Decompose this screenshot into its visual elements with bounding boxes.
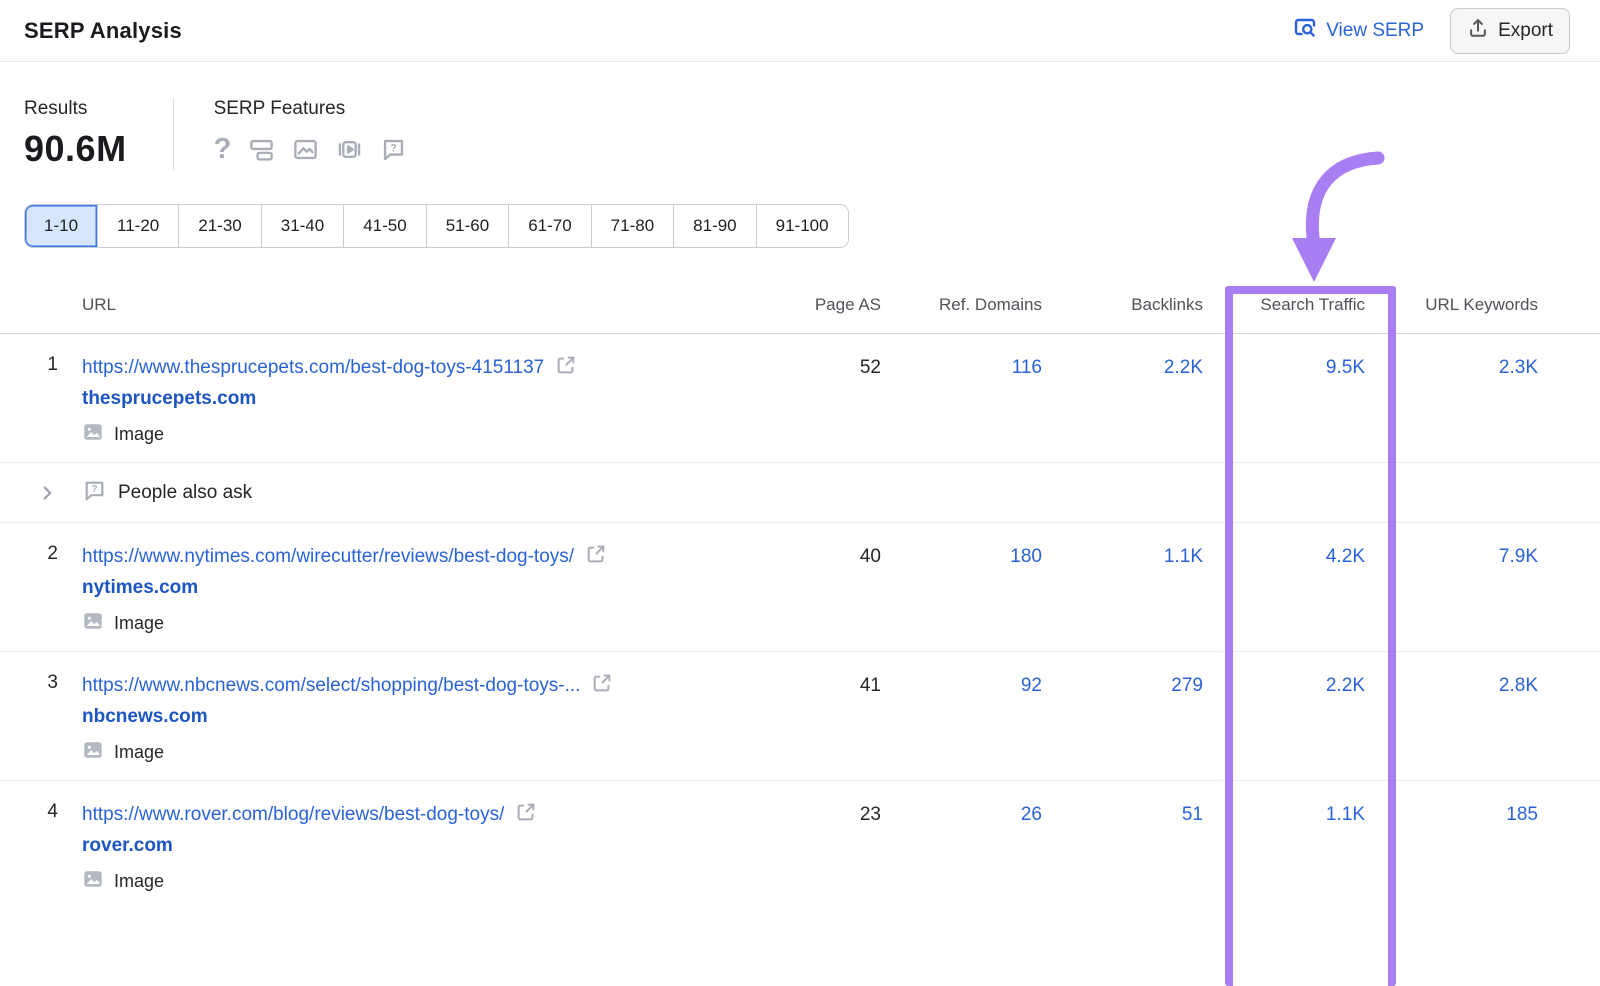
tab-91-100[interactable]: 91-100 — [755, 205, 848, 247]
view-serp-label: View SERP — [1326, 19, 1425, 41]
result-url-link[interactable]: https://www.rover.com/blog/reviews/best-… — [82, 803, 505, 825]
image-badge-label: Image — [114, 742, 165, 762]
page-as-value: 52 — [859, 357, 881, 378]
results-value: 90.6M — [24, 128, 127, 169]
tab-71-80[interactable]: 71-80 — [590, 205, 674, 247]
page-as-value: 41 — [859, 675, 881, 696]
tab-31-40[interactable]: 31-40 — [260, 205, 344, 247]
column-header-ref-domains: Ref. Domains — [939, 295, 1042, 314]
tab-41-50[interactable]: 41-50 — [343, 205, 426, 247]
people-also-ask-icon: ? — [380, 136, 407, 163]
svg-text:?: ? — [391, 142, 398, 154]
serp-position-tabs: 1-10 11-20 21-30 31-40 41-50 51-60 61-70… — [24, 204, 849, 248]
result-domain-link[interactable]: thesprucepets.com — [82, 388, 257, 409]
video-icon — [336, 136, 363, 163]
search-traffic-link[interactable]: 9.5K — [1325, 357, 1365, 378]
page-as-value: 23 — [859, 804, 881, 825]
column-header-backlinks: Backlinks — [1131, 295, 1203, 314]
backlinks-link[interactable]: 2.2K — [1163, 357, 1203, 378]
column-header-url: URL — [82, 295, 117, 314]
stats-section: Results 90.6M SERP Features ? — [24, 98, 1600, 170]
svg-text:?: ? — [91, 484, 97, 495]
ref-domains-link[interactable]: 92 — [1020, 675, 1042, 696]
people-also-ask-row[interactable]: ? People also ask — [0, 463, 1600, 523]
external-link-icon[interactable] — [591, 672, 613, 699]
image-badge-label: Image — [114, 613, 165, 633]
image-badge-icon — [82, 421, 104, 448]
export-label: Export — [1498, 19, 1553, 41]
position-number: 3 — [47, 672, 58, 693]
result-domain-link[interactable]: nbcnews.com — [82, 706, 208, 727]
tab-1-10[interactable]: 1-10 — [25, 205, 98, 247]
ref-domains-link[interactable]: 180 — [1010, 546, 1042, 567]
position-number: 1 — [47, 354, 58, 375]
result-url-link[interactable]: https://www.nbcnews.com/select/shopping/… — [82, 674, 581, 696]
results-label: Results — [24, 98, 88, 119]
url-keywords-link[interactable]: 2.8K — [1498, 675, 1538, 696]
top-bar-actions: View SERP Export — [1293, 7, 1570, 54]
table-row: 4 https://www.rover.com/blog/reviews/bes… — [0, 781, 1600, 909]
position-number: 4 — [47, 801, 58, 822]
image-badge-icon — [82, 868, 104, 895]
page-as-value: 40 — [859, 546, 881, 567]
tab-11-20[interactable]: 11-20 — [97, 205, 179, 247]
expand-chevron-icon[interactable] — [0, 482, 58, 504]
result-url-link[interactable]: https://www.thesprucepets.com/best-dog-t… — [82, 356, 545, 378]
question-icon: ? — [213, 133, 232, 165]
tab-21-30[interactable]: 21-30 — [178, 205, 261, 247]
backlinks-link[interactable]: 1.1K — [1163, 546, 1203, 567]
external-link-icon[interactable] — [585, 543, 607, 570]
image-badge-label: Image — [114, 871, 165, 891]
ref-domains-link[interactable]: 116 — [1011, 357, 1042, 378]
result-domain-link[interactable]: rover.com — [82, 835, 173, 856]
tab-81-90[interactable]: 81-90 — [673, 205, 756, 247]
search-traffic-link[interactable]: 4.2K — [1325, 546, 1365, 567]
image-badge-icon — [82, 739, 104, 766]
serp-features-icons: ? — [214, 134, 408, 164]
image-badge-icon — [82, 610, 104, 637]
table-row: 1 https://www.thesprucepets.com/best-dog… — [0, 334, 1600, 463]
external-link-icon[interactable] — [515, 801, 537, 828]
result-domain-link[interactable]: nytimes.com — [82, 577, 199, 598]
result-url-link[interactable]: https://www.nytimes.com/wirecutter/revie… — [82, 545, 575, 567]
serp-results-table: URL Page AS Ref. Domains Backlinks Searc… — [0, 248, 1600, 909]
view-serp-icon — [1293, 16, 1317, 46]
export-icon — [1467, 17, 1489, 45]
url-keywords-link[interactable]: 185 — [1506, 804, 1538, 825]
url-cell: https://www.rover.com/blog/reviews/best-… — [58, 801, 761, 895]
tab-51-60[interactable]: 51-60 — [425, 205, 509, 247]
url-keywords-link[interactable]: 2.3K — [1498, 357, 1538, 378]
tab-61-70[interactable]: 61-70 — [508, 205, 591, 247]
backlinks-link[interactable]: 51 — [1181, 804, 1203, 825]
serp-features-label: SERP Features — [213, 98, 346, 119]
url-keywords-link[interactable]: 7.9K — [1498, 546, 1538, 567]
column-header-page-as: Page AS — [814, 295, 881, 314]
table-row: 3 https://www.nbcnews.com/select/shoppin… — [0, 652, 1600, 781]
image-pack-icon — [292, 136, 319, 163]
image-badge-label: Image — [114, 424, 165, 444]
url-cell: https://www.nytimes.com/wirecutter/revie… — [58, 543, 761, 637]
view-serp-button[interactable]: View SERP — [1293, 16, 1424, 46]
people-also-ask-label: People also ask — [118, 481, 253, 503]
column-header-search-traffic: Search Traffic — [1260, 295, 1365, 314]
serp-features-stat: SERP Features ? — [174, 98, 408, 170]
ref-domains-link[interactable]: 26 — [1020, 804, 1042, 825]
top-bar: SERP Analysis View SERP Export — [0, 0, 1600, 62]
backlinks-link[interactable]: 279 — [1171, 675, 1203, 696]
people-also-ask-icon: ? — [82, 478, 107, 508]
external-link-icon[interactable] — [555, 354, 577, 381]
search-traffic-link[interactable]: 2.2K — [1325, 675, 1365, 696]
export-button[interactable]: Export — [1450, 7, 1570, 54]
page-title: SERP Analysis — [24, 17, 182, 43]
table-row: 2 https://www.nytimes.com/wirecutter/rev… — [0, 523, 1600, 652]
table-header-row: URL Page AS Ref. Domains Backlinks Searc… — [0, 248, 1600, 334]
results-stat: Results 90.6M — [24, 98, 174, 170]
search-traffic-link[interactable]: 1.1K — [1325, 804, 1365, 825]
position-number: 2 — [47, 543, 58, 564]
sitelinks-icon — [248, 136, 275, 163]
url-cell: https://www.thesprucepets.com/best-dog-t… — [58, 354, 761, 448]
url-cell: https://www.nbcnews.com/select/shopping/… — [58, 672, 761, 766]
column-header-url-keywords: URL Keywords — [1425, 295, 1538, 314]
